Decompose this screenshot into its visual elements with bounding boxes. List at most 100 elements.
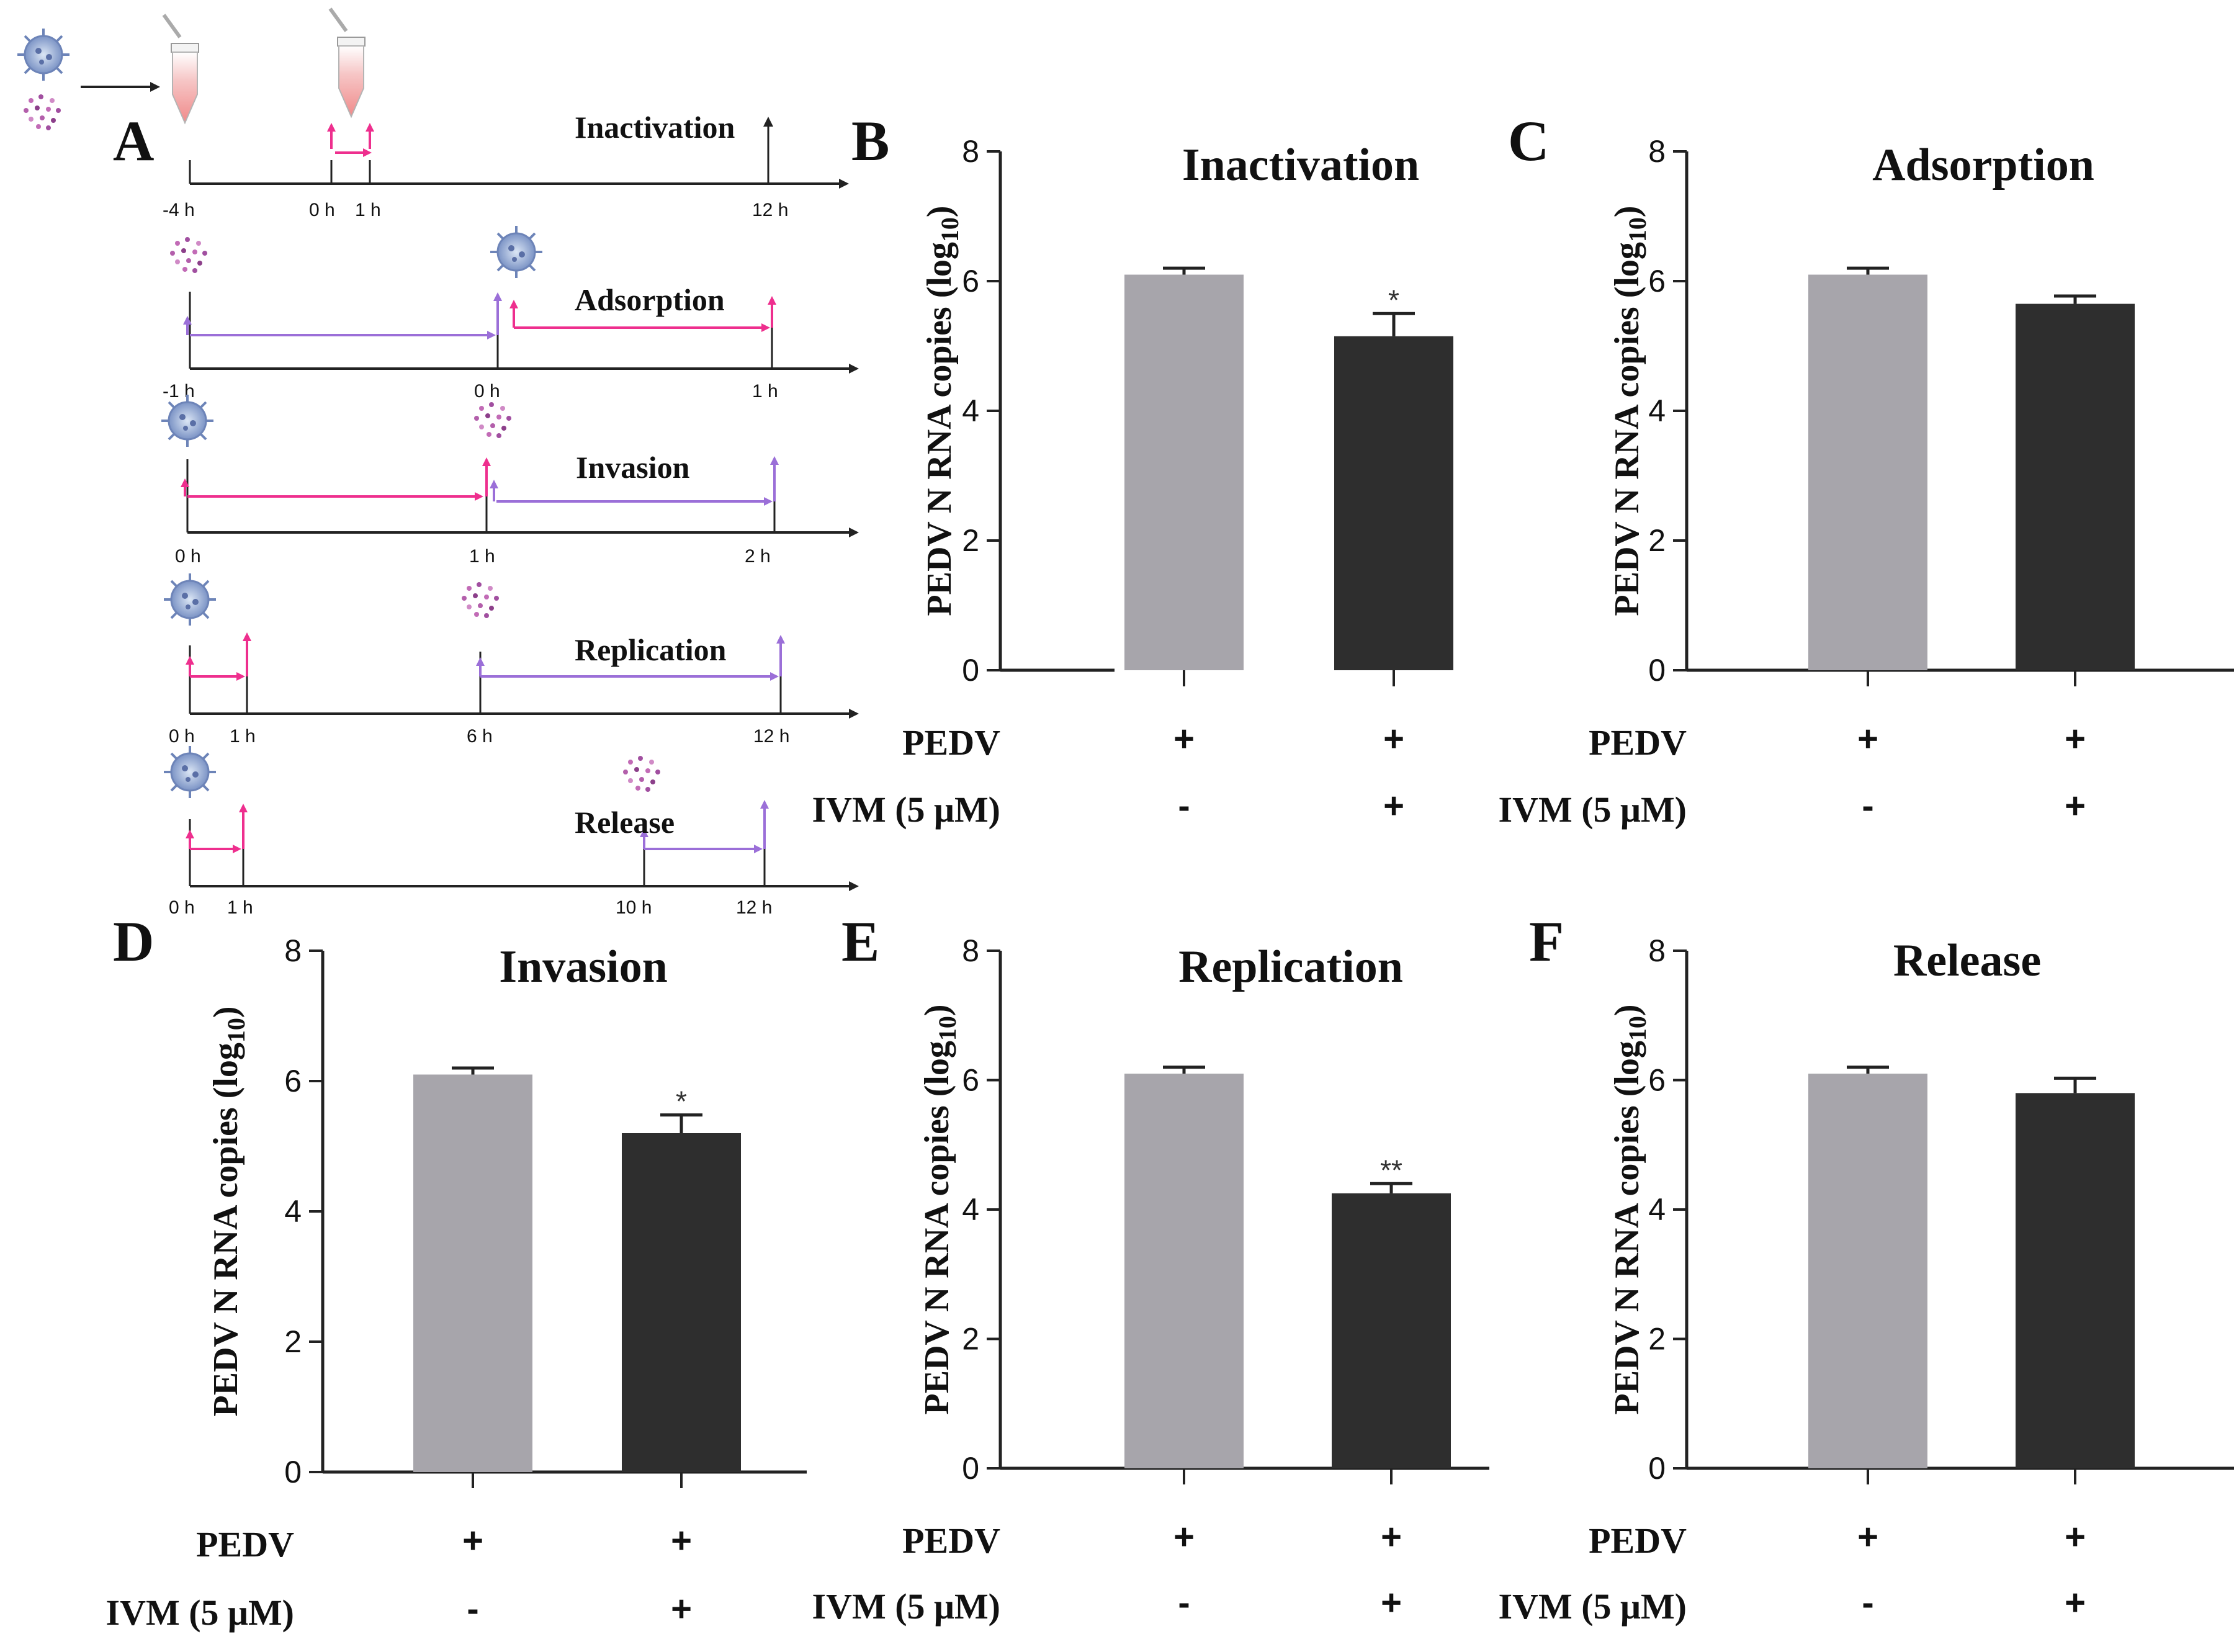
bar <box>1124 274 1244 670</box>
condition-label: PEDV <box>196 1524 294 1564</box>
timeline-title: Invasion <box>576 450 690 485</box>
timeline-tick-label: -1 h <box>163 381 195 402</box>
timeline-tick-label: 1 h <box>752 381 778 402</box>
timeline-adsorption: Adsorption -1 h 0 h 1 h <box>163 225 859 402</box>
y-axis-label: PEDV N RNA copies (log10) <box>1608 1004 1651 1414</box>
timeline-title: Replication <box>575 632 727 667</box>
chart-panel-e: E Replication PEDV N RNA copies (log10) 0 2 4… <box>812 910 1489 1627</box>
condition-value: + <box>671 1589 692 1629</box>
chart-title: Release <box>1893 935 2041 986</box>
condition-value: + <box>1173 719 1195 759</box>
condition-value: - <box>1862 786 1873 826</box>
timeline-tick-label: 1 h <box>227 897 253 918</box>
bar-charts: B Inactivation PEDV N RNA copies (log10) 0 2… <box>106 109 2234 1633</box>
condition-label: PEDV <box>902 722 1000 763</box>
y-tick-label: 2 <box>284 1324 302 1359</box>
drug-particles-icon <box>24 94 61 130</box>
timeline-title: Inactivation <box>575 110 735 145</box>
y-tick-label: 6 <box>962 264 979 299</box>
y-tick-label: 6 <box>1648 1063 1666 1098</box>
y-tick-label: 8 <box>1648 933 1666 968</box>
virus-icon <box>163 745 217 799</box>
condition-value: + <box>671 1520 692 1561</box>
timeline-title: Adsorption <box>575 282 725 317</box>
bar <box>1124 1074 1244 1468</box>
condition-value: + <box>1857 719 1878 759</box>
condition-value: + <box>2065 1582 2086 1623</box>
y-tick-label: 4 <box>962 393 979 428</box>
y-tick-label: 6 <box>284 1064 302 1098</box>
timeline-tick-label: 12 h <box>752 200 788 220</box>
y-tick-label: 4 <box>1648 1192 1666 1227</box>
panel-letter-a: A <box>113 109 154 173</box>
timeline-tick-label: 0 h <box>175 546 201 567</box>
timeline-tick-label: 10 h <box>616 897 652 918</box>
bar <box>2016 1093 2135 1468</box>
chart-title: Adsorption <box>1872 140 2094 191</box>
panel-letter-e: E <box>841 910 879 973</box>
timeline-tick-label: 0 h <box>169 897 195 918</box>
timeline-release: Release 0 h 1 h 10 h 12 h <box>163 745 859 918</box>
bar <box>1334 336 1453 670</box>
bar <box>1808 274 1927 670</box>
y-tick-label: 8 <box>962 933 979 968</box>
chart-title: Invasion <box>499 941 667 992</box>
y-tick-label: 8 <box>962 134 979 169</box>
timeline-tick-label: 12 h <box>753 726 789 747</box>
y-tick-label: 0 <box>284 1455 302 1489</box>
virus-icon <box>16 27 71 82</box>
bar <box>622 1133 741 1472</box>
y-tick-label: 4 <box>962 1192 979 1227</box>
condition-value: + <box>1857 1517 1878 1557</box>
condition-label: IVM (5 μM) <box>106 1592 294 1633</box>
condition-label: PEDV <box>902 1520 1000 1561</box>
timeline-tick-label: 1 h <box>469 546 495 567</box>
timeline-replication: Replication 0 h 1 h 6 h 12 h <box>163 572 859 747</box>
y-axis-label: PEDV N RNA copies (log10) <box>207 1006 250 1416</box>
y-tick-label: 0 <box>962 1451 979 1486</box>
significance-label: * <box>676 1085 687 1118</box>
y-tick-label: 4 <box>284 1194 302 1229</box>
virus-icon <box>489 225 544 279</box>
condition-value: - <box>1178 1582 1190 1623</box>
panel-a: A Inactivation -4 h 0 h 1 h 12 h <box>16 9 859 918</box>
y-tick-label: 8 <box>1648 134 1666 169</box>
timeline-invasion: Invasion 0 h 1 h 2 h <box>160 393 859 567</box>
condition-value: + <box>1173 1517 1195 1557</box>
timeline-tick-label: 1 h <box>355 200 381 220</box>
chart-panel-b: B Inactivation PEDV N RNA copies (log10) 0 2… <box>812 109 1453 830</box>
y-axis-label: PEDV N RNA copies (log10) <box>920 205 964 616</box>
tube-icon <box>164 15 199 123</box>
bar <box>1808 1074 1927 1468</box>
virus-icon <box>163 572 217 627</box>
panel-letter-b: B <box>851 109 889 173</box>
timeline-tick-label: 0 h <box>474 381 500 402</box>
timeline-tick-label: 6 h <box>467 726 493 747</box>
y-tick-label: 0 <box>1648 1451 1666 1486</box>
chart-panel-d: D Invasion PEDV N RNA copies (log10) 0 2 4 6 8 +… <box>106 910 807 1633</box>
timeline-tick-label: 0 h <box>309 200 335 220</box>
condition-value: + <box>1381 1582 1402 1623</box>
drug-particles-icon <box>462 582 499 618</box>
chart-title: Inactivation <box>1182 140 1419 191</box>
significance-label: ** <box>1380 1154 1402 1186</box>
condition-value: + <box>2065 719 2086 759</box>
timeline-tick-label: 2 h <box>745 546 771 567</box>
timeline-tick-label: -4 h <box>163 200 195 220</box>
timeline-tick-label: 1 h <box>230 726 256 747</box>
condition-value: + <box>462 1520 483 1561</box>
tube-icon-2 <box>330 9 365 117</box>
condition-value: + <box>2065 786 2086 826</box>
condition-value: - <box>467 1589 478 1629</box>
y-tick-label: 0 <box>1648 653 1666 688</box>
y-tick-label: 4 <box>1648 393 1666 428</box>
drug-particles-icon <box>474 402 511 438</box>
y-tick-label: 2 <box>962 523 979 558</box>
chart-panel-f: F Release PEDV N RNA copies (log10) 0 2 4 6 8 + -… <box>1499 910 2234 1627</box>
significance-label: * <box>1388 284 1399 316</box>
condition-value: + <box>2065 1517 2086 1557</box>
condition-label: IVM (5 μM) <box>1499 789 1687 830</box>
condition-value: + <box>1381 1517 1402 1557</box>
condition-value: + <box>1383 786 1404 826</box>
